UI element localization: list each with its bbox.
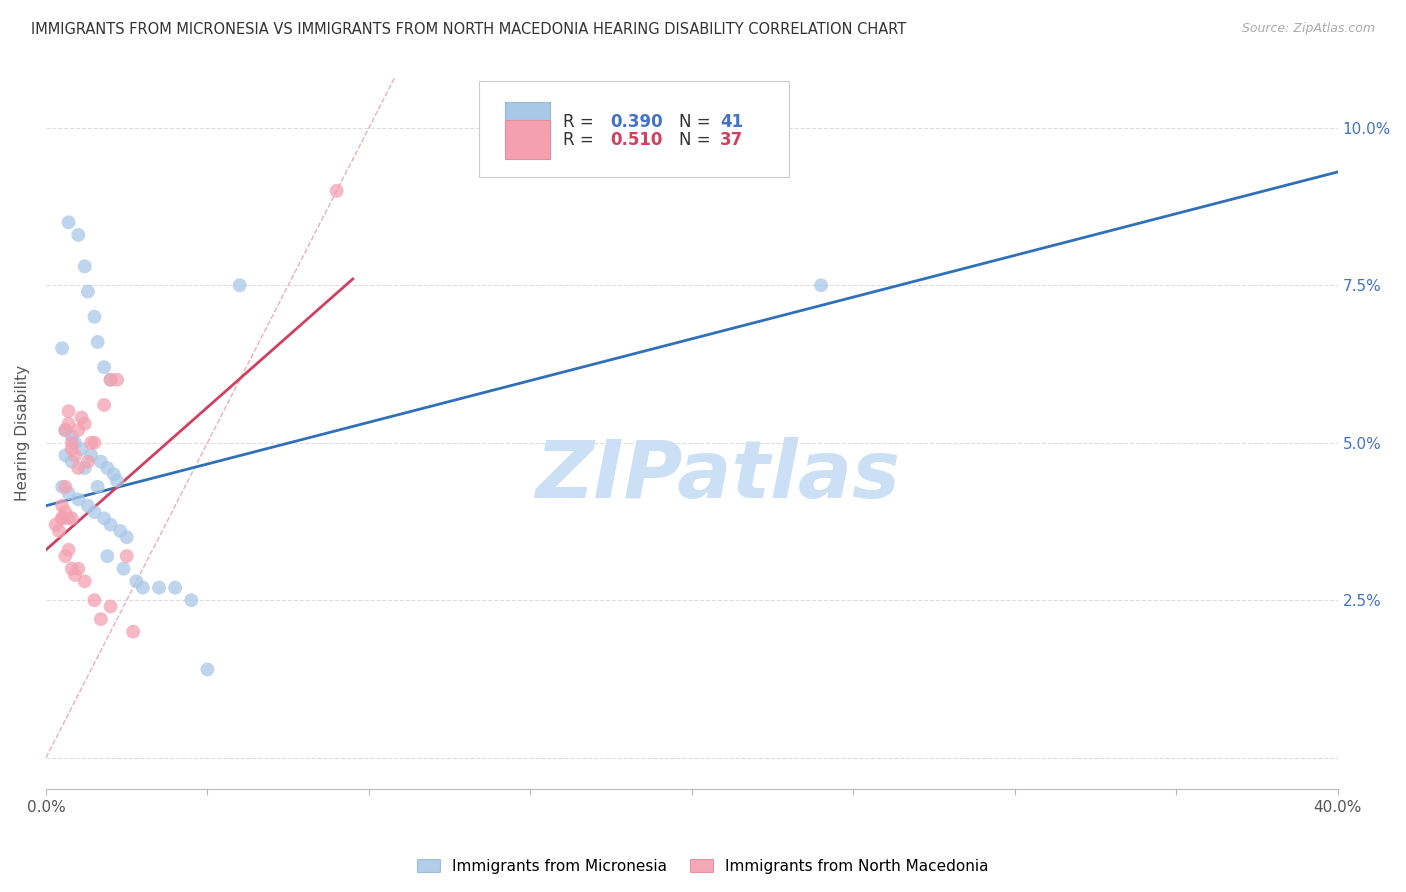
Point	[58, 404, 80, 418]
Point	[83, 310, 105, 324]
Point	[77, 499, 100, 513]
Point	[93, 360, 115, 375]
Point	[100, 373, 122, 387]
Legend: Immigrants from Micronesia, Immigrants from North Macedonia: Immigrants from Micronesia, Immigrants f…	[411, 853, 995, 880]
Point	[93, 398, 115, 412]
Point	[122, 624, 145, 639]
Point	[58, 215, 80, 229]
Point	[77, 455, 100, 469]
Point	[810, 278, 832, 293]
Point	[90, 612, 112, 626]
Point	[63, 448, 86, 462]
Point	[70, 442, 93, 456]
FancyBboxPatch shape	[505, 103, 550, 142]
Point	[60, 562, 83, 576]
Point	[60, 435, 83, 450]
Point	[53, 549, 76, 563]
Point	[105, 474, 128, 488]
Point	[112, 562, 135, 576]
Point	[83, 505, 105, 519]
Point	[53, 423, 76, 437]
Point	[80, 448, 103, 462]
Point	[63, 568, 86, 582]
Point	[132, 581, 155, 595]
Point	[197, 663, 219, 677]
Text: 0.390: 0.390	[610, 113, 664, 131]
Point	[51, 480, 73, 494]
Point	[90, 455, 112, 469]
Point	[229, 278, 252, 293]
Point	[51, 511, 73, 525]
FancyBboxPatch shape	[478, 81, 789, 178]
Point	[77, 285, 100, 299]
Point	[83, 435, 105, 450]
Point	[51, 341, 73, 355]
Text: R =: R =	[562, 131, 599, 149]
Point	[83, 593, 105, 607]
Point	[63, 435, 86, 450]
Text: Source: ZipAtlas.com: Source: ZipAtlas.com	[1241, 22, 1375, 36]
Point	[115, 549, 138, 563]
Point	[67, 461, 90, 475]
Point	[86, 480, 108, 494]
Point	[100, 599, 122, 614]
Point	[73, 461, 96, 475]
Point	[105, 373, 128, 387]
Point	[53, 480, 76, 494]
Point	[58, 542, 80, 557]
Point	[67, 562, 90, 576]
Point	[180, 593, 202, 607]
Point	[53, 423, 76, 437]
Text: N =: N =	[679, 113, 716, 131]
Point	[96, 461, 118, 475]
Point	[86, 334, 108, 349]
Point	[325, 184, 347, 198]
Point	[45, 517, 67, 532]
Point	[100, 517, 122, 532]
Point	[67, 423, 90, 437]
Point	[67, 227, 90, 242]
Point	[73, 574, 96, 589]
Point	[51, 499, 73, 513]
Point	[93, 511, 115, 525]
Point	[100, 373, 122, 387]
Text: 37: 37	[720, 131, 744, 149]
Point	[70, 410, 93, 425]
Point	[60, 455, 83, 469]
Point	[60, 429, 83, 443]
Point	[53, 505, 76, 519]
FancyBboxPatch shape	[505, 120, 550, 160]
Point	[73, 417, 96, 431]
Point	[125, 574, 148, 589]
Point	[51, 511, 73, 525]
Text: N =: N =	[679, 131, 716, 149]
Y-axis label: Hearing Disability: Hearing Disability	[15, 365, 30, 501]
Point	[103, 467, 125, 482]
Text: ZIPatlas: ZIPatlas	[536, 437, 900, 515]
Point	[53, 448, 76, 462]
Point	[73, 260, 96, 274]
Point	[58, 511, 80, 525]
Text: R =: R =	[562, 113, 599, 131]
Point	[110, 524, 132, 538]
Text: 41: 41	[720, 113, 744, 131]
Point	[58, 417, 80, 431]
Point	[165, 581, 187, 595]
Point	[67, 492, 90, 507]
Text: IMMIGRANTS FROM MICRONESIA VS IMMIGRANTS FROM NORTH MACEDONIA HEARING DISABILITY: IMMIGRANTS FROM MICRONESIA VS IMMIGRANTS…	[31, 22, 907, 37]
Point	[60, 442, 83, 456]
Point	[80, 435, 103, 450]
Point	[48, 524, 70, 538]
Point	[58, 486, 80, 500]
Point	[96, 549, 118, 563]
Point	[60, 511, 83, 525]
Point	[115, 530, 138, 544]
Text: 0.510: 0.510	[610, 131, 662, 149]
Point	[148, 581, 170, 595]
